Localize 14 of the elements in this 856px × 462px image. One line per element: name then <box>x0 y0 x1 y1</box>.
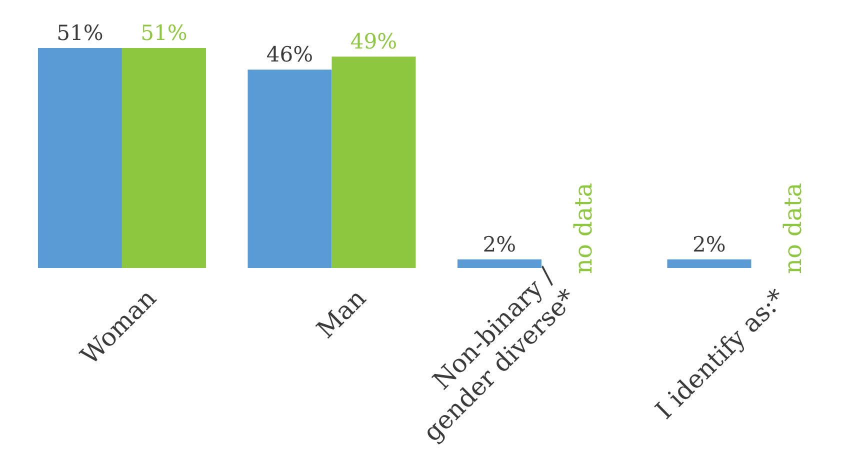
data-label: 46% <box>266 42 314 67</box>
bar <box>38 48 122 268</box>
text: no data <box>779 182 808 274</box>
bar <box>457 259 542 268</box>
data-label: 2% <box>692 232 726 256</box>
text: no data <box>569 182 598 274</box>
data-label: 2% <box>482 232 516 256</box>
data-label: 49% <box>350 30 398 54</box>
bar <box>332 56 416 268</box>
bar <box>122 48 206 268</box>
data-label: 51% <box>56 21 104 45</box>
bar <box>248 70 332 268</box>
data-label: 51% <box>140 21 188 45</box>
bar <box>667 259 752 268</box>
